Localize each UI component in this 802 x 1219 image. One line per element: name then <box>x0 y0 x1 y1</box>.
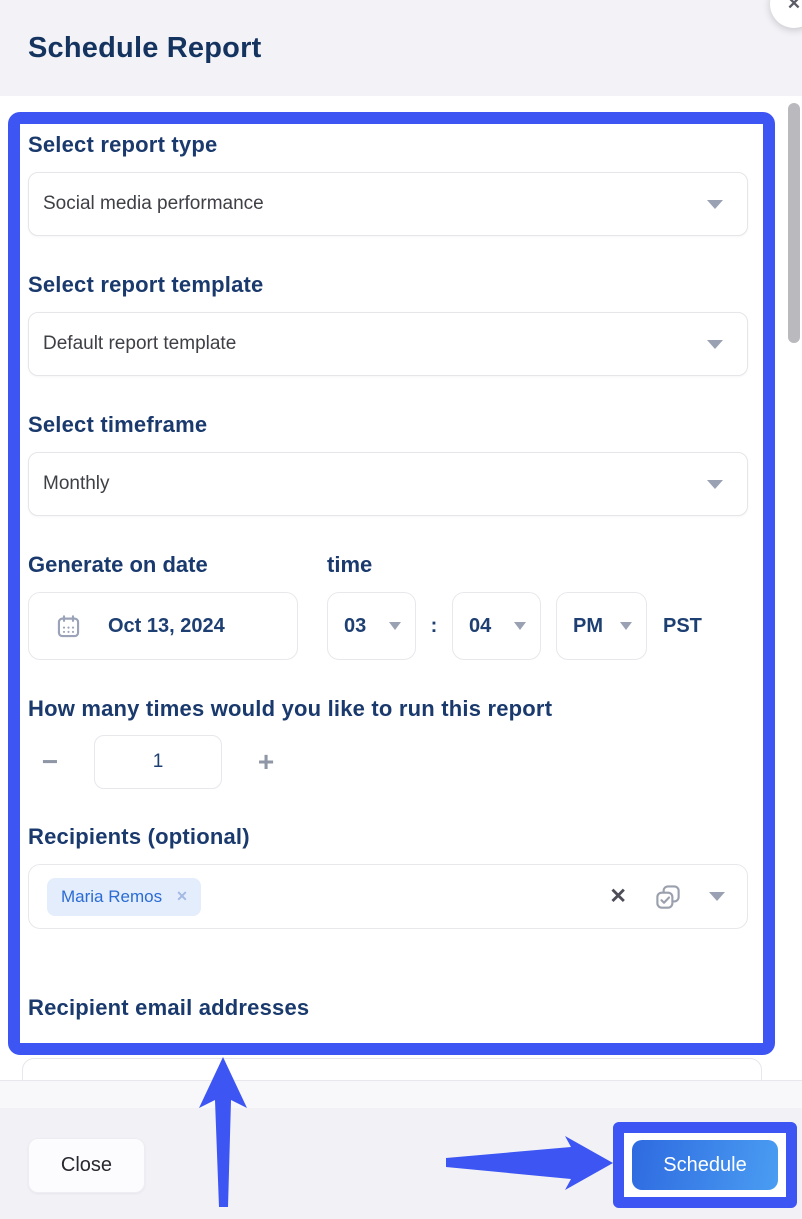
minus-icon: − <box>41 746 59 777</box>
timeframe-value: Monthly <box>43 473 110 494</box>
dialog-title: Schedule Report <box>28 31 262 64</box>
dialog-header: Schedule Report <box>0 0 802 96</box>
time-label: time <box>327 552 373 577</box>
meridiem-select[interactable]: PM <box>556 592 647 660</box>
report-template-value: Default report template <box>43 333 237 354</box>
run-count-value: 1 <box>152 751 164 772</box>
date-picker[interactable]: Oct 13, 2024 <box>28 592 298 660</box>
chevron-down-icon <box>514 622 526 630</box>
scrollbar-thumb[interactable] <box>788 103 800 343</box>
meridiem-value: PM <box>573 614 603 637</box>
recipient-emails-label: Recipient email addresses <box>28 995 310 1020</box>
report-type-label: Select report type <box>28 132 218 157</box>
chevron-down-icon <box>707 199 723 209</box>
schedule-button[interactable]: Schedule <box>632 1140 778 1190</box>
chevron-down-icon <box>620 622 632 630</box>
increment-button[interactable]: + <box>244 736 288 788</box>
chevron-down-icon <box>707 479 723 489</box>
time-colon: : <box>430 614 438 637</box>
datetime-labels: Generate on date time <box>28 552 748 578</box>
minute-value: 04 <box>469 614 492 637</box>
hour-value: 03 <box>344 614 367 637</box>
report-template-label: Select report template <box>28 272 264 297</box>
timeframe-select[interactable]: Monthly <box>28 452 748 516</box>
report-type-select[interactable]: Social media performance <box>28 172 748 236</box>
calendar-icon <box>57 614 80 637</box>
hour-select[interactable]: 03 <box>327 592 416 660</box>
timezone-label: PST <box>663 614 702 637</box>
chevron-down-icon[interactable] <box>709 892 725 901</box>
decrement-button[interactable]: − <box>28 736 72 788</box>
run-count-input[interactable]: 1 <box>94 735 222 789</box>
timeframe-label: Select timeframe <box>28 412 208 437</box>
run-count-label: How many times would you like to run thi… <box>28 696 553 721</box>
close-button-label: Close <box>60 1154 113 1176</box>
date-value: Oct 13, 2024 <box>108 614 225 637</box>
footer-divider-band <box>0 1080 802 1108</box>
schedule-button-label: Schedule <box>663 1153 747 1176</box>
minute-select[interactable]: 04 <box>452 592 541 660</box>
run-count-stepper: − 1 + <box>28 735 748 789</box>
generate-date-label: Generate on date <box>28 552 208 577</box>
chevron-down-icon <box>707 339 723 349</box>
close-button[interactable]: Close <box>28 1138 145 1193</box>
recipients-multiselect[interactable]: Maria Remos ✕ ✕ <box>28 864 748 929</box>
recipient-tag: Maria Remos ✕ <box>47 877 201 916</box>
plus-icon: + <box>257 746 275 777</box>
datetime-row: Oct 13, 2024 03 : 04 PM PST <box>28 592 748 660</box>
tag-remove-icon[interactable]: ✕ <box>176 888 188 904</box>
recipient-tag-name: Maria Remos <box>61 886 163 906</box>
schedule-highlight-box: Schedule <box>613 1122 797 1208</box>
clear-all-icon[interactable]: ✕ <box>609 885 627 908</box>
recipients-label: Recipients (optional) <box>28 824 250 849</box>
form-highlight-box: Select report type Social media performa… <box>8 112 775 1055</box>
select-all-copy-icon[interactable] <box>653 882 683 912</box>
chevron-down-icon <box>389 622 401 630</box>
report-template-select[interactable]: Default report template <box>28 312 748 376</box>
close-icon: ✕ <box>786 0 802 13</box>
report-type-value: Social media performance <box>43 193 264 214</box>
recipients-controls: ✕ <box>609 882 725 912</box>
